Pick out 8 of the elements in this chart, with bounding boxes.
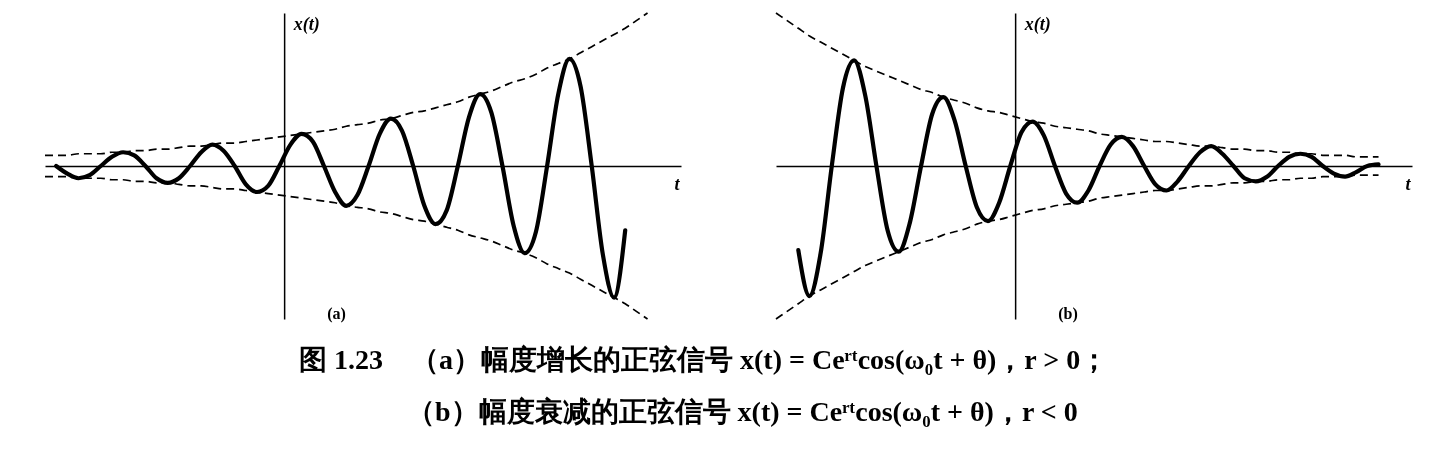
text: (a) — [327, 304, 346, 323]
x-axis-title: t — [674, 173, 681, 194]
text: (b) — [1058, 304, 1078, 323]
y-axis-title: x(t) — [292, 13, 320, 35]
y-axis-title: x(t) — [1023, 13, 1051, 35]
text: （b）幅度衰减的正弦信号 x(t) = Ceʳᵗcos(ω₀t + θ)，r < 0 — [407, 396, 1078, 427]
x-axis-title: t — [1405, 173, 1412, 194]
caption: 图 1.23 （a）幅度增长的正弦信号 x(t) = Ceʳᵗcos(ω₀t + θ)，r > 0； — [299, 344, 1109, 375]
